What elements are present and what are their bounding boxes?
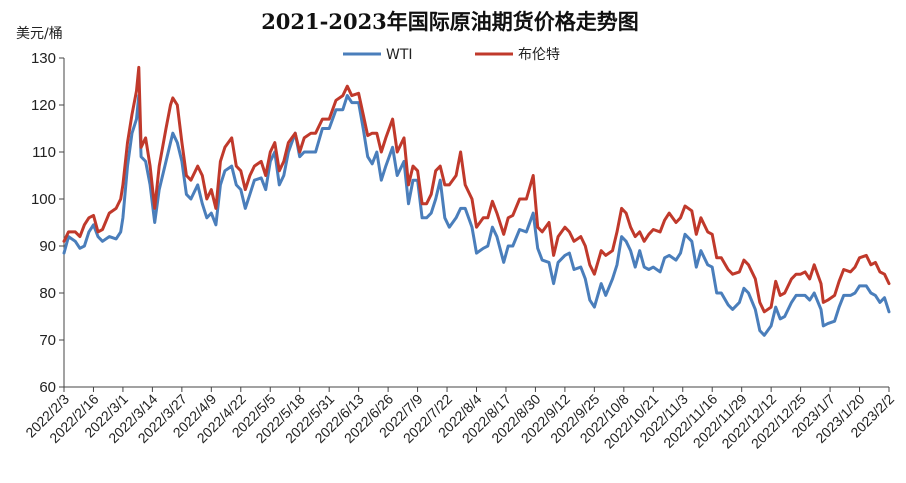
- y-tick-label: 110: [32, 144, 56, 161]
- x-axis: 2022/2/32022/2/162022/3/12022/3/142022/3…: [22, 386, 897, 452]
- y-tick-label: 100: [31, 191, 56, 208]
- y-tick-label: 60: [39, 379, 56, 396]
- y-tick-label: 70: [39, 332, 56, 349]
- legend: WTI 布伦特: [343, 47, 560, 63]
- y-tick-label: 90: [39, 238, 56, 255]
- series-line-0: [62, 94, 891, 337]
- series-layer: [62, 65, 891, 337]
- legend-label-0: WTI: [386, 47, 413, 63]
- series-line-1: [62, 65, 891, 314]
- legend-label-1: 布伦特: [518, 47, 560, 63]
- y-tick-label: 120: [31, 97, 56, 114]
- y-tick-label: 130: [31, 50, 56, 67]
- y-axis: 60 70 80 90 100 110 120 130: [31, 50, 65, 396]
- y-axis-unit-label: 美元/桶: [16, 26, 63, 42]
- y-tick-label: 80: [39, 285, 56, 302]
- chart-title: 2021-2023年国际原油期货价格走势图: [261, 9, 639, 34]
